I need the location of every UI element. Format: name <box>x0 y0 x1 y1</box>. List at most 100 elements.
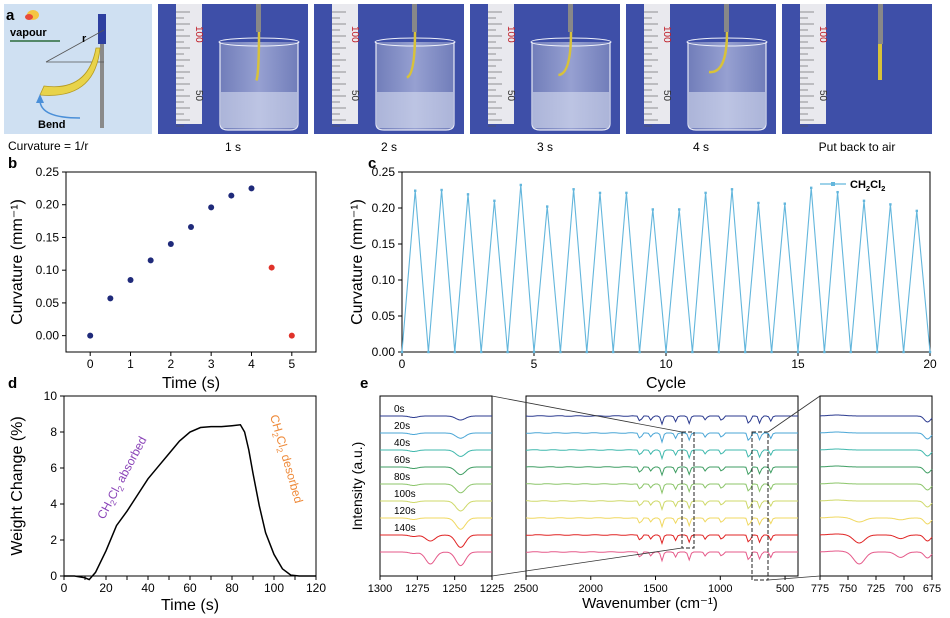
data-marker <box>625 191 628 195</box>
y-tick-label: 10 <box>44 389 58 403</box>
data-marker <box>704 191 707 195</box>
data-marker <box>440 188 443 192</box>
zoom-box-right <box>751 431 769 581</box>
photo-caption: 3 s <box>537 140 553 154</box>
y-tick-label: 0.25 <box>36 165 60 179</box>
photo-caption: Put back to air <box>819 140 896 154</box>
liquid <box>221 92 297 128</box>
x-axis-label: Time (s) <box>162 375 220 392</box>
panel-d: d 0 20 40 60 80 100 120 0 2 4 6 8 10 Time (s) Weight C… <box>8 375 326 614</box>
polymer-strip <box>406 31 417 79</box>
data-marker <box>810 186 813 190</box>
spectrum-line <box>820 482 933 491</box>
data-marker <box>902 350 905 354</box>
panel-c-letter: c <box>368 155 376 172</box>
spectrum-line <box>380 500 492 512</box>
polymer-strip <box>708 31 729 74</box>
spectrum-line <box>380 517 492 530</box>
panel-e: e Intensity (a.u.) Wavenumber (cm⁻¹) 1300 1… <box>349 375 941 612</box>
spectrum-time-label: 140s <box>394 523 416 534</box>
x-tick-label: 1275 <box>405 583 429 595</box>
data-marker <box>796 350 800 354</box>
vapour-label: vapour <box>10 27 47 39</box>
y-tick-label: 4 <box>50 497 57 511</box>
annotation-absorbed: CH2Cl2 absorbed <box>94 434 151 522</box>
x-tick-label: 1500 <box>643 583 667 595</box>
x-tick-label: 10 <box>659 357 673 371</box>
y-tick-label: 0.10 <box>372 273 396 287</box>
x-tick-label: 500 <box>776 583 794 595</box>
spectrum-line <box>525 466 798 477</box>
panel-b-letter: b <box>8 155 17 172</box>
spectrum-line <box>525 500 798 512</box>
ruler <box>644 4 670 124</box>
data-marker <box>783 202 786 205</box>
photo-frame-2: 100 50 <box>314 4 464 134</box>
x-tick-label: 100 <box>264 581 284 595</box>
x-tick-label: 40 <box>141 581 155 595</box>
data-marker <box>400 350 404 354</box>
curvature-caption: Curvature = 1/r <box>8 139 88 153</box>
x-tick-label: 750 <box>839 583 857 595</box>
r-label: r <box>82 33 87 45</box>
y-tick-label: 2 <box>50 533 57 547</box>
y-tick-label: 0.15 <box>372 237 396 251</box>
data-marker <box>744 350 747 354</box>
spectrum-line <box>526 432 798 444</box>
x-tick-label: 15 <box>791 357 805 371</box>
plot-frame <box>401 171 931 353</box>
x-tick-label: 20 <box>99 581 113 595</box>
ruler-top-number: 100 <box>349 26 360 43</box>
data-marker <box>757 201 760 205</box>
data-marker <box>915 209 918 213</box>
zoom-connector <box>767 395 821 433</box>
photo-caption: 2 s <box>381 140 397 154</box>
spectrum-line <box>380 415 492 421</box>
y-tick-label: 0.20 <box>372 201 396 215</box>
x-tick-label: 5 <box>288 357 295 371</box>
y-tick-label: 0.15 <box>36 230 60 244</box>
x-tick-label: 1250 <box>442 583 466 595</box>
spectrum-line <box>820 550 933 565</box>
data-marker <box>559 350 562 354</box>
x-axis-label: Time (s) <box>161 597 219 614</box>
data-point <box>188 223 194 230</box>
legend-marker <box>831 182 835 186</box>
spectrum-line <box>525 551 798 563</box>
spectrum-line <box>380 534 492 548</box>
zoom-connector <box>491 547 683 577</box>
ruler <box>176 4 202 124</box>
spectrum-line <box>380 432 492 439</box>
x-tick-label: 0 <box>87 357 94 371</box>
x-tick-label: 1300 <box>368 583 392 595</box>
polymer-strip <box>558 31 573 77</box>
data-point <box>147 257 154 264</box>
data-point <box>228 192 235 199</box>
plot-frame <box>525 395 799 577</box>
x-tick-label: 700 <box>895 583 913 595</box>
x-tick-label: 1 <box>127 357 134 371</box>
x-tick-label: 4 <box>248 357 255 371</box>
x-axis-label: Wavenumber (cm⁻¹) <box>582 595 718 612</box>
data-point <box>288 332 295 339</box>
x-tick-label: 1000 <box>708 583 732 595</box>
zoom-connector <box>767 575 821 581</box>
y-tick-label: 0.05 <box>372 309 396 323</box>
data-marker <box>598 191 602 195</box>
data-marker <box>664 350 668 354</box>
data-marker <box>427 350 430 354</box>
ruler-top-number: 100 <box>193 26 204 43</box>
bend-arrowhead-icon <box>36 94 44 103</box>
data-marker <box>532 350 536 354</box>
ruler <box>800 4 826 124</box>
vapour-droplet-red-icon <box>25 14 33 20</box>
data-marker <box>928 350 932 354</box>
y-tick-label: 0.20 <box>36 198 60 212</box>
spectrum-time-label: 120s <box>394 506 416 517</box>
spectrum-line <box>820 448 933 457</box>
data-marker <box>730 188 734 191</box>
spectrum-line <box>380 449 492 457</box>
data-marker <box>638 350 641 354</box>
ruler <box>488 4 514 124</box>
photo-frame-4: 100 50 <box>626 4 776 134</box>
